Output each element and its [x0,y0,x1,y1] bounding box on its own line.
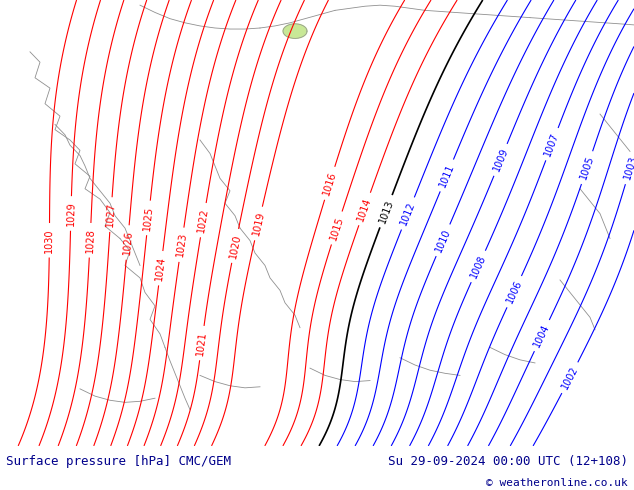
Text: 1012: 1012 [399,200,417,227]
Text: 1023: 1023 [175,232,188,258]
Text: 1004: 1004 [532,322,552,349]
Text: 1024: 1024 [154,255,167,281]
Text: 1029: 1029 [65,201,76,226]
Text: 1010: 1010 [434,227,453,253]
Text: 1025: 1025 [142,205,155,231]
Text: 1007: 1007 [543,131,561,157]
Text: 1009: 1009 [491,147,510,173]
Text: 1014: 1014 [356,196,373,222]
Text: 1027: 1027 [105,202,117,227]
Text: 1030: 1030 [44,228,55,252]
Text: 1008: 1008 [469,253,488,280]
Polygon shape [283,24,307,38]
Text: 1020: 1020 [228,233,242,259]
Text: 1011: 1011 [437,162,456,189]
Text: 1022: 1022 [197,207,210,233]
Text: 1003: 1003 [622,154,634,181]
Text: Surface pressure [hPa] CMC/GEM: Surface pressure [hPa] CMC/GEM [6,455,231,468]
Text: 1021: 1021 [195,330,209,356]
Text: 1005: 1005 [578,154,596,181]
Text: 1002: 1002 [560,365,580,391]
Text: 1026: 1026 [122,230,134,255]
Text: Su 29-09-2024 00:00 UTC (12+108): Su 29-09-2024 00:00 UTC (12+108) [387,455,628,468]
Text: © weatheronline.co.uk: © weatheronline.co.uk [486,478,628,489]
Text: 1015: 1015 [328,215,346,241]
Text: 1016: 1016 [321,170,338,196]
Text: 1028: 1028 [84,228,96,253]
Text: 1006: 1006 [505,278,524,305]
Text: 1013: 1013 [377,198,395,224]
Text: 1019: 1019 [251,210,266,237]
